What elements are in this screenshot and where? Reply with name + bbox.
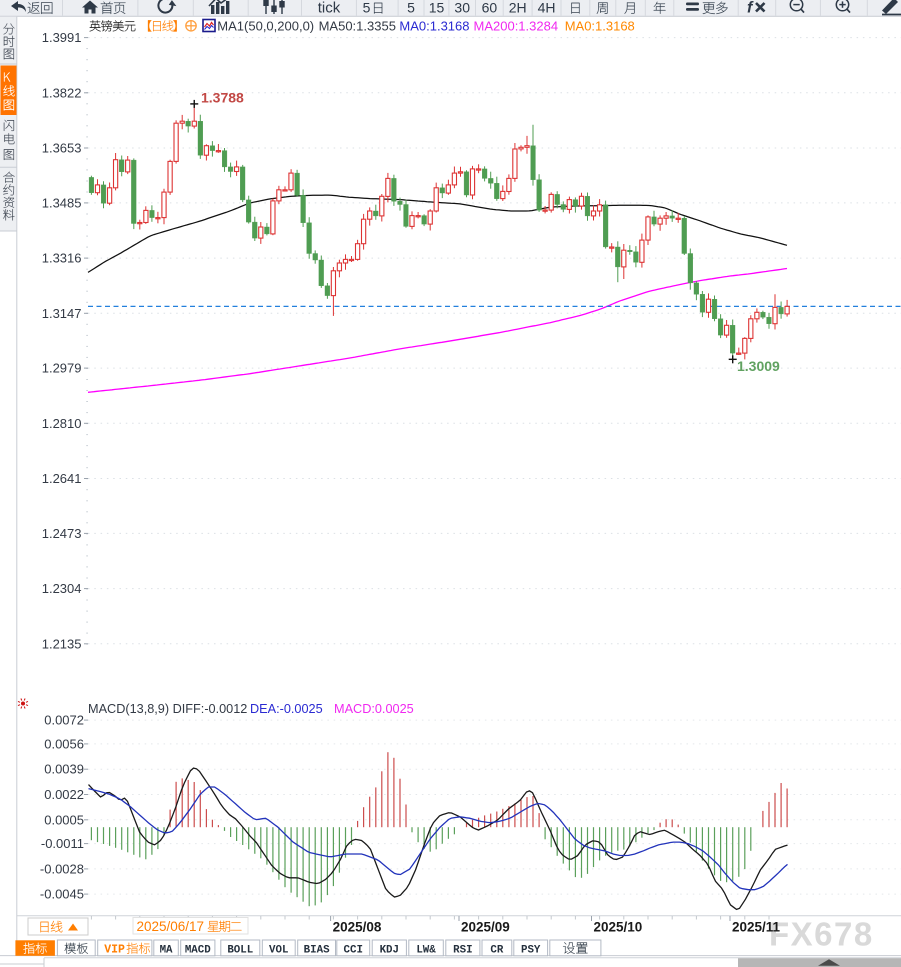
svg-text:1.3788: 1.3788 xyxy=(201,90,244,106)
svg-text:60: 60 xyxy=(482,0,498,16)
svg-text:0.0072: 0.0072 xyxy=(44,713,84,728)
svg-text:1.2304: 1.2304 xyxy=(42,581,82,596)
svg-text:1.3147: 1.3147 xyxy=(42,306,82,321)
svg-text:15: 15 xyxy=(429,0,445,16)
svg-text:DEA:-0.0025: DEA:-0.0025 xyxy=(250,702,323,716)
svg-text:-0.0045: -0.0045 xyxy=(40,887,84,902)
svg-text:MA0:1.3168: MA0:1.3168 xyxy=(399,19,469,34)
svg-text:4H: 4H xyxy=(538,0,556,16)
svg-text:BIAS: BIAS xyxy=(304,945,330,957)
svg-text:-0.0028: -0.0028 xyxy=(40,861,84,876)
svg-text:1.2135: 1.2135 xyxy=(42,636,82,651)
svg-text:1.2641: 1.2641 xyxy=(42,471,82,486)
svg-text:0.0056: 0.0056 xyxy=(44,736,84,751)
svg-text:0.0039: 0.0039 xyxy=(44,762,84,777)
svg-text:tick: tick xyxy=(318,0,341,17)
svg-text:1.3485: 1.3485 xyxy=(42,195,82,210)
svg-text:RSI: RSI xyxy=(453,945,472,957)
svg-text:CCI: CCI xyxy=(344,945,363,957)
svg-text:BOLL: BOLL xyxy=(227,945,253,957)
svg-text:2025/09: 2025/09 xyxy=(461,920,510,935)
svg-text:1.2810: 1.2810 xyxy=(42,416,82,431)
svg-text:PSY: PSY xyxy=(521,945,541,957)
svg-text:VIP: VIP xyxy=(104,944,125,957)
svg-text:2H: 2H xyxy=(509,0,527,16)
svg-text:MACD: MACD xyxy=(185,945,211,957)
svg-text:0.0022: 0.0022 xyxy=(44,787,84,802)
svg-text:f: f xyxy=(747,0,754,17)
svg-text:CR: CR xyxy=(490,945,503,957)
svg-text:2025/10: 2025/10 xyxy=(594,920,643,935)
svg-text:KDJ: KDJ xyxy=(380,945,399,957)
svg-text:1.2473: 1.2473 xyxy=(42,526,82,541)
svg-text:0.0005: 0.0005 xyxy=(44,812,84,827)
svg-text:2025/08: 2025/08 xyxy=(333,920,382,935)
svg-text:1.3009: 1.3009 xyxy=(737,358,780,374)
svg-text:1.3822: 1.3822 xyxy=(42,85,82,100)
svg-text:MA200:1.3284: MA200:1.3284 xyxy=(474,19,559,34)
svg-text:5: 5 xyxy=(363,0,371,16)
svg-text:1.3653: 1.3653 xyxy=(42,141,82,156)
svg-text:30: 30 xyxy=(454,0,470,16)
svg-text:MA0:1.3168: MA0:1.3168 xyxy=(565,19,635,34)
svg-text:FX678: FX678 xyxy=(769,916,874,953)
svg-text:2025/11: 2025/11 xyxy=(732,920,781,935)
svg-text:MACD:0.0025: MACD:0.0025 xyxy=(334,702,414,716)
svg-text:MA1(50,0,200,0): MA1(50,0,200,0) xyxy=(217,19,314,34)
svg-text:MA: MA xyxy=(160,945,173,957)
svg-text:LW&: LW& xyxy=(416,945,436,957)
svg-text:5: 5 xyxy=(407,0,415,16)
svg-text:1.2979: 1.2979 xyxy=(42,361,82,376)
svg-text:2025/06/17: 2025/06/17 xyxy=(137,919,205,934)
svg-text:1.3991: 1.3991 xyxy=(42,30,82,45)
svg-text:-0.0011: -0.0011 xyxy=(41,836,84,851)
svg-text:VOL: VOL xyxy=(269,945,288,957)
svg-text:1.3316: 1.3316 xyxy=(42,251,82,266)
svg-text:MA50:1.3355: MA50:1.3355 xyxy=(319,19,396,34)
svg-text:MACD(13,8,9) DIFF:-0.0012: MACD(13,8,9) DIFF:-0.0012 xyxy=(88,702,247,716)
